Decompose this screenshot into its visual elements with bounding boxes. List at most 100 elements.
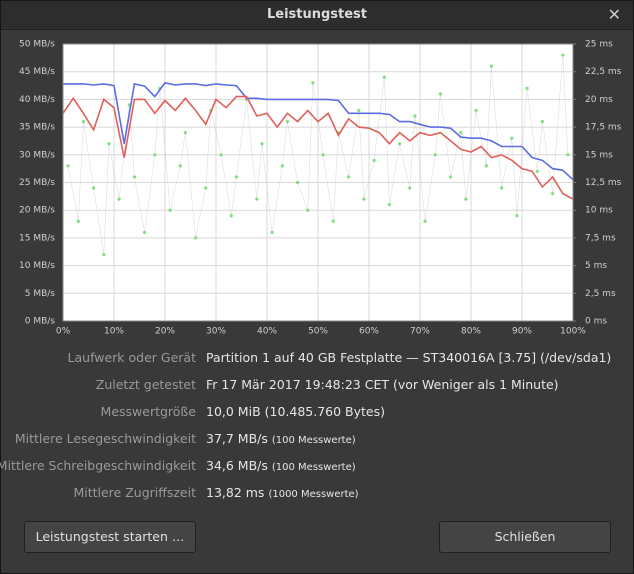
y2-tick-label: 5 ms (585, 261, 607, 271)
x-tick-label: 50% (308, 327, 328, 337)
access-point (387, 203, 391, 207)
info-label: Zuletzt getestet (95, 377, 196, 392)
y2-tick-label: 2,5 ms (585, 289, 616, 299)
access-point (311, 81, 315, 85)
access-point (296, 180, 300, 185)
y2-tick-label: 0 ms (585, 317, 607, 327)
access-point (566, 153, 570, 157)
x-tick-label: 40% (257, 327, 277, 337)
access-point (102, 252, 106, 257)
access-point (143, 230, 147, 234)
access-point (484, 164, 488, 168)
titlebar: Leistungstest ✕ (1, 1, 633, 30)
x-tick-label: 20% (155, 327, 175, 337)
access-point (168, 208, 172, 212)
access-point (459, 131, 463, 135)
access-point (449, 175, 453, 179)
y-tick-label: 10 MB/s (19, 261, 55, 271)
access-point (500, 186, 504, 190)
access-point (260, 142, 264, 146)
x-tick-label: 100% (560, 327, 586, 337)
y2-tick-label: 12,5 ms (585, 178, 622, 188)
access-point (433, 153, 437, 157)
y2-tick-label: 25 ms (585, 40, 613, 50)
info-note: (100 Messwerte) (271, 462, 356, 473)
access-point (515, 214, 519, 218)
info-value: 13,82 ms (1000 Messwerte) (206, 485, 359, 500)
info-note: (1000 Messwerte) (268, 489, 359, 500)
access-point (321, 153, 325, 157)
y-tick-label: 0 MB/s (25, 317, 56, 327)
access-point (540, 119, 545, 124)
access-point (423, 219, 427, 223)
access-point (285, 119, 289, 124)
access-point (117, 197, 121, 201)
info-value: 37,7 MB/s (100 Messwerte) (206, 431, 356, 446)
close-button[interactable]: ✕ (607, 5, 621, 24)
access-point (525, 86, 529, 90)
y-tick-label: 35 MB/s (19, 123, 55, 133)
access-point (331, 219, 335, 223)
info-row: Zuletzt getestet Fr 17 Mär 2017 19:48:23 … (1, 377, 633, 397)
access-point (438, 92, 442, 96)
access-point (408, 186, 412, 190)
x-tick-label: 60% (359, 327, 379, 337)
plot-border (62, 43, 574, 322)
access-point (219, 153, 223, 157)
access-point (153, 153, 157, 157)
start-button[interactable]: Leistungstest starten … (24, 521, 196, 553)
x-tick-label: 10% (104, 327, 124, 337)
info-label: Messwertgröße (100, 404, 196, 419)
series-line (62, 95, 574, 200)
info-label: Mittlere Zugriffszeit (73, 485, 196, 500)
y2-tick-label: 10 ms (585, 206, 613, 216)
access-point (194, 236, 198, 240)
y-tick-label: 45 MB/s (19, 67, 55, 77)
info-note: (100 Messwerte) (271, 435, 356, 446)
info-value: Partition 1 auf 40 GB Festplatte — ST340… (206, 350, 612, 365)
info-row: Laufwerk oder Gerät Partition 1 auf 40 GB… (1, 350, 633, 370)
access-point (234, 175, 238, 179)
x-tick-label: 70% (410, 327, 430, 337)
info-row: Messwertgröße 10,0 MiB (10.485.760 Bytes) (1, 404, 633, 424)
access-point (280, 164, 284, 168)
info-row: Mittlere Zugriffszeit 13,82 ms (1000 Mess… (1, 485, 633, 505)
access-point (413, 114, 417, 118)
y-tick-label: 25 MB/s (19, 178, 55, 188)
x-tick-label: 80% (461, 327, 481, 337)
access-point (178, 164, 182, 168)
access-point (183, 131, 187, 135)
access-point (551, 191, 555, 196)
info-value: Fr 17 Mär 2017 19:48:23 CET (vor Weniger… (206, 377, 559, 392)
access-point (535, 169, 539, 174)
y-tick-label: 30 MB/s (19, 150, 55, 160)
access-point (464, 197, 468, 201)
y-tick-label: 15 MB/s (19, 233, 55, 243)
series-line (63, 81, 574, 181)
access-point (306, 208, 310, 212)
access-point (204, 186, 208, 190)
access-point (510, 136, 514, 140)
access-point (66, 164, 70, 168)
y2-tick-label: 7,5 ms (585, 233, 616, 243)
y2-tick-label: 22,5 ms (585, 67, 622, 77)
x-tick-label: 30% (206, 327, 226, 337)
access-point (382, 75, 386, 79)
y-tick-label: 40 MB/s (19, 95, 55, 105)
access-point (347, 175, 351, 179)
info-label: Mittlere Lesegeschwindigkeit (14, 431, 196, 446)
window-title: Leistungstest (266, 7, 368, 22)
y2-tick-label: 17,5 ms (585, 123, 622, 133)
access-point (474, 108, 478, 113)
access-point (76, 219, 80, 223)
info-row: Mittlere Lesegeschwindigkeit 37,7 MB/s (1… (1, 431, 633, 451)
access-trace (67, 55, 569, 255)
access-point (255, 197, 259, 201)
access-point (229, 214, 233, 218)
access-point (561, 53, 565, 57)
close-dialog-button[interactable]: Schließen (439, 521, 611, 553)
chart: 0 MB/s 5 MB/s 10 MB/s 15 MB/s 20 MB/s 25 MB/s… (19, 40, 622, 337)
y2-tick-label: 20 ms (585, 95, 613, 105)
access-point (107, 142, 111, 146)
info-label: Laufwerk oder Gerät (67, 350, 196, 365)
